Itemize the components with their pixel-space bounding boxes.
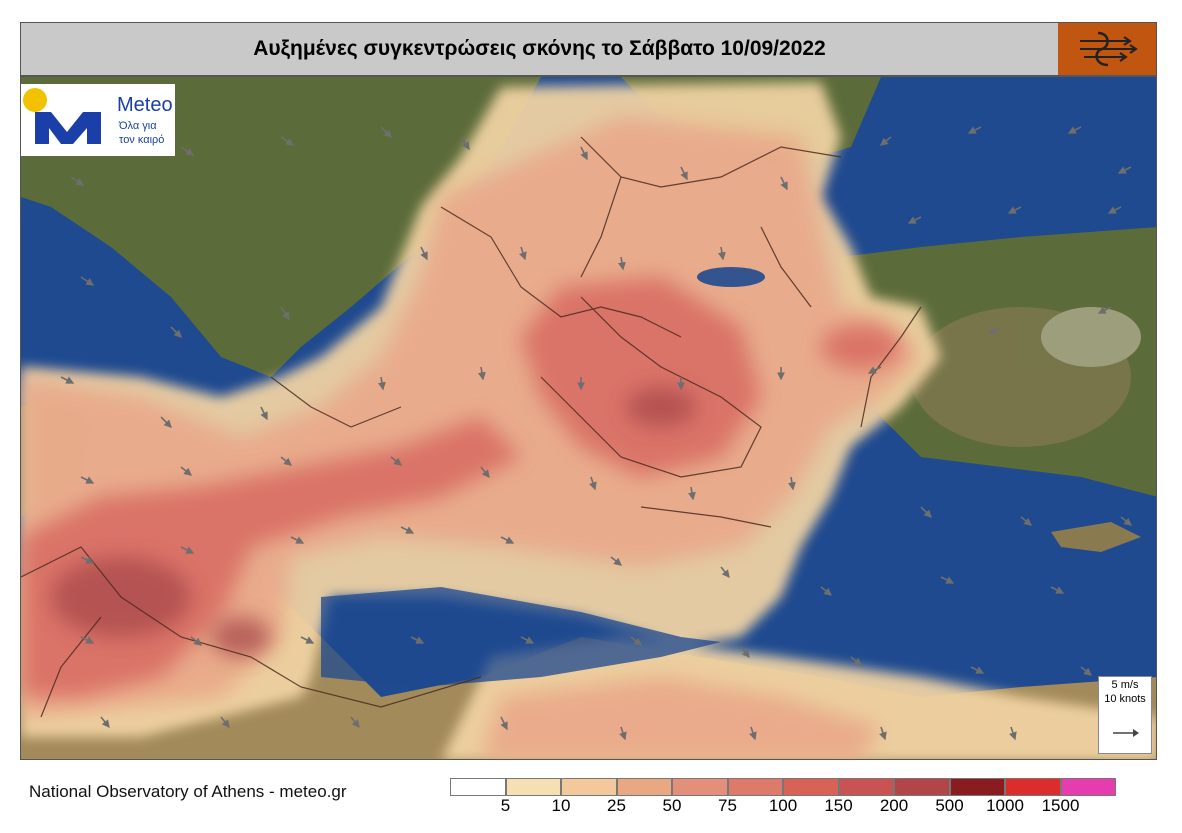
meteo-brand-text: Meteo xyxy=(117,94,173,116)
legend-color-box xyxy=(1060,778,1116,796)
sun-m-logo xyxy=(23,88,101,144)
legend-label: 500 xyxy=(935,796,964,815)
legend-color-box xyxy=(1005,778,1061,796)
arrow-right-icon xyxy=(1113,729,1139,737)
legend-label: 200 xyxy=(879,796,909,815)
legend-color-box xyxy=(949,778,1005,796)
legend-color-box xyxy=(450,778,506,796)
legend-label: 10 xyxy=(551,796,571,815)
legend-label: 5 xyxy=(500,796,511,815)
legend-color-box xyxy=(838,778,894,796)
legend-color-box xyxy=(561,778,617,796)
dust-concentration-map xyxy=(20,76,1157,760)
legend-label: 50 xyxy=(662,796,682,815)
legend-label: 75 xyxy=(718,796,737,815)
wind-scale-key: 5 m/s 10 knots xyxy=(1098,676,1152,754)
title-bar: Αυξημένες συγκεντρώσεις σκόνης το Σάββατ… xyxy=(20,22,1157,76)
legend-label: 100 xyxy=(768,796,798,815)
anatolia-texture xyxy=(911,307,1141,447)
legend-color-box xyxy=(505,778,561,796)
legend-color-box xyxy=(672,778,728,796)
legend-label: 1500 xyxy=(1041,796,1080,815)
legend-color-box xyxy=(894,778,950,796)
map-title: Αυξημένες συγκεντρώσεις σκόνης το Σάββατ… xyxy=(253,37,826,60)
legend-color-box xyxy=(783,778,839,796)
wind-key-knots: 10 knots xyxy=(1104,693,1146,705)
legend-color-box xyxy=(616,778,672,796)
legend-label: 150 xyxy=(824,796,853,815)
wind-arrows xyxy=(60,126,1133,741)
wind-dust-symbol-icon xyxy=(1058,23,1156,75)
meteo-logo: Meteo Όλα για τον καιρό xyxy=(21,84,175,156)
footer-source: National Observatory of Athens - meteo.g… xyxy=(29,782,347,801)
legend-label: 1000 xyxy=(986,796,1024,815)
country-borders xyxy=(21,136,922,718)
meteo-tagline-line2: τον καιρό xyxy=(119,134,165,146)
dust-plume-mid xyxy=(21,117,921,759)
legend-color-box xyxy=(727,778,783,796)
wind-key-speed: 5 m/s xyxy=(1111,679,1139,691)
legend-label: 25 xyxy=(607,796,626,815)
meteo-tagline-line1: Όλα για xyxy=(119,120,157,132)
